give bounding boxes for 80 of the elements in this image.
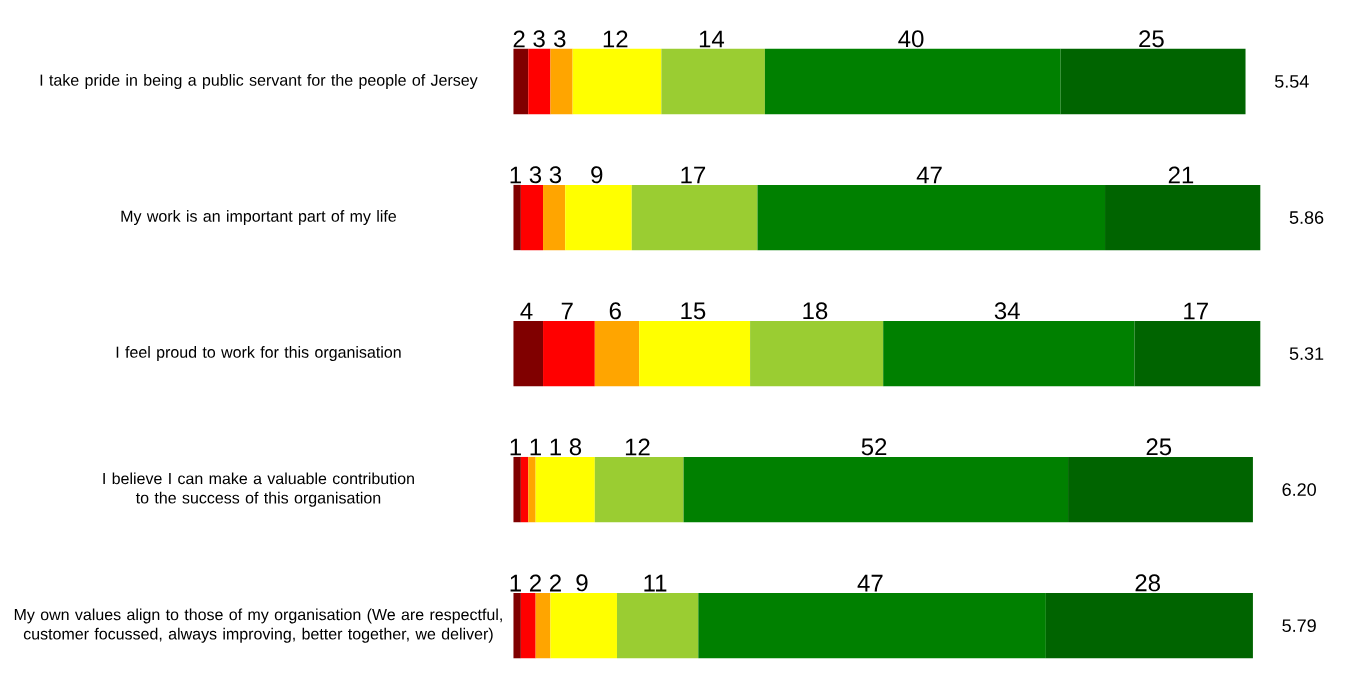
bar: [757, 185, 1106, 251]
data-label: 3: [533, 30, 545, 48]
bar: [1105, 185, 1261, 251]
text: 5.79: [1282, 619, 1316, 633]
data-label: 25: [1139, 30, 1164, 48]
text: 5.54: [1274, 75, 1309, 89]
bar: [883, 321, 1135, 387]
data-label: 3: [529, 166, 542, 184]
data-label: 9: [576, 574, 588, 592]
text: 6.20: [1282, 483, 1316, 497]
data-label: 21: [1168, 166, 1194, 184]
bar: [513, 321, 544, 387]
data-label: 14: [699, 30, 725, 48]
y-tick-label: I feel proud to work for this organisation: [116, 346, 401, 362]
data-label: 3: [554, 30, 566, 48]
bar: [513, 457, 521, 523]
bar: [513, 593, 521, 659]
bar: [543, 321, 595, 387]
bar: [535, 457, 595, 523]
data-label: 12: [625, 438, 650, 456]
data-label: 3: [549, 166, 562, 184]
data-label: 2: [513, 30, 525, 48]
data-label: 34: [994, 302, 1020, 320]
bar: [631, 185, 758, 251]
text: 5.86: [1289, 211, 1324, 225]
bar: [550, 49, 573, 115]
y-tick-label: I believe I can make a valuable contribution to the success of this organisation: [103, 472, 414, 507]
data-label: 47: [916, 167, 942, 184]
data-label: 9: [591, 166, 603, 184]
bar: [1134, 321, 1261, 387]
bar: [565, 185, 632, 251]
bar: [698, 593, 1046, 659]
data-label: 7: [561, 303, 573, 320]
bar: [520, 457, 529, 523]
text: 5.31: [1289, 347, 1324, 361]
bar: [520, 185, 544, 251]
bar: [513, 185, 521, 251]
bar: [661, 49, 765, 115]
bar: [1060, 49, 1246, 115]
data-label: 12: [603, 30, 628, 48]
y-tick-label: I take pride in being a public servant for the people of Jersey: [40, 74, 478, 90]
bar: [594, 321, 640, 387]
data-label: 28: [1135, 574, 1160, 592]
bar: [528, 457, 536, 523]
data-label: 2: [549, 574, 561, 592]
data-label: 2: [529, 574, 541, 592]
bar: [750, 321, 884, 387]
bar: [520, 593, 536, 659]
bar: [513, 49, 529, 115]
bar: [1045, 593, 1253, 659]
data-label: 47: [857, 575, 883, 592]
data-label: 17: [1184, 303, 1208, 320]
data-label: 1: [530, 439, 541, 456]
bar: [764, 49, 1061, 115]
bar: [616, 593, 699, 659]
bar: [572, 49, 662, 115]
bar: [535, 593, 551, 659]
data-label: 1: [510, 575, 521, 592]
bar: [543, 185, 566, 251]
bar: [550, 593, 617, 659]
data-label: 11: [644, 575, 667, 592]
data-label: 1: [510, 439, 521, 456]
data-label: 8: [569, 438, 582, 456]
y-tick-label: My own values align to those of my organisation (We are respectful, customer focussed, always improving, better together, we deliver): [14, 608, 502, 644]
data-label: 52: [861, 438, 887, 456]
bar: [639, 321, 751, 387]
data-label: 1: [510, 167, 521, 184]
data-label: 25: [1146, 438, 1172, 456]
data-label: 17: [681, 167, 706, 184]
data-label: 18: [803, 302, 828, 320]
data-label: 6: [609, 302, 621, 320]
bar: [594, 457, 684, 523]
data-label: 15: [681, 302, 706, 320]
y-tick-label: My work is an important part of my life: [121, 210, 396, 226]
data-label: 1: [550, 439, 561, 456]
bar: [683, 457, 1069, 523]
data-label: 4: [520, 303, 533, 320]
data-label: 40: [898, 30, 924, 48]
bar: [1068, 457, 1253, 523]
bar: [528, 49, 551, 115]
